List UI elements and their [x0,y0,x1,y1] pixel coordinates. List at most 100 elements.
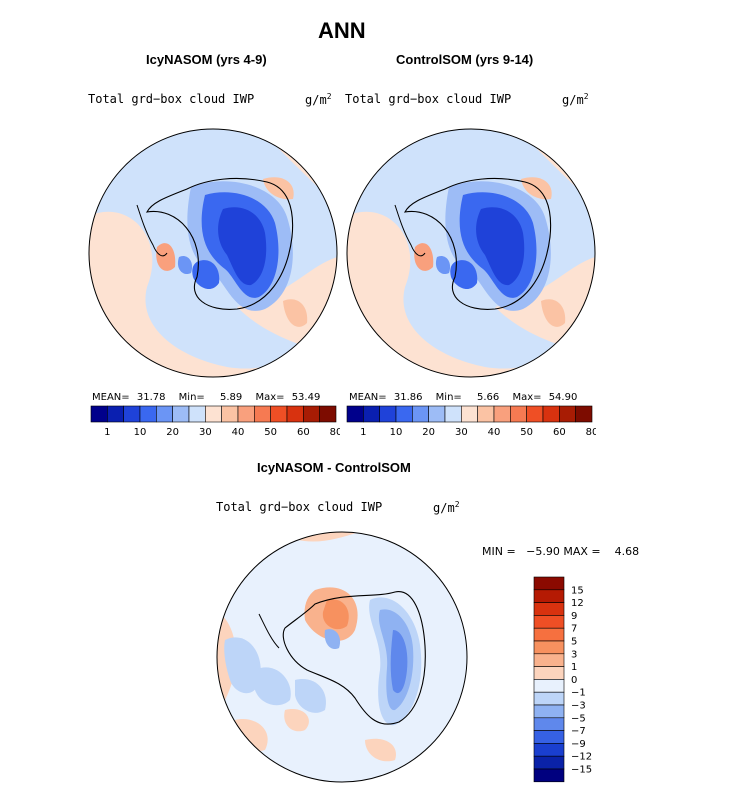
left-colorbar-tick-label: 30 [199,427,212,438]
right-colorbar-tick-label: 80 [586,427,596,438]
left-max-value: 53.49 [291,392,321,403]
left-colorbar-tick-label: 80 [330,427,340,438]
difference-colorbar-swatch [533,704,565,719]
left-colorbar-swatch [270,405,288,423]
difference-colorbar-tick-label: 0 [571,675,577,686]
left-colorbar-swatch [156,405,173,423]
left-field-label: Total grd−box cloud IWP [88,92,255,106]
left-colorbar-tick-label: 1 [104,427,110,438]
right-colorbar-tick-label: 1 [360,427,366,438]
difference-colorbar-tick-label: −7 [571,726,586,737]
left-colorbar-swatch [107,405,124,423]
right-colorbar-swatch [363,405,380,423]
right-polar-map [346,128,596,378]
right-field-label: Total grd−box cloud IWP [345,92,512,106]
left-colorbar-tick-label: 60 [297,427,310,438]
right-colorbar-tick-label: 60 [553,427,566,438]
right-colorbar-swatch [444,405,462,423]
figure-title: ANN [318,18,366,43]
difference-colorbar-tick-label: 12 [571,598,584,609]
difference-colorbar-tick-label: 9 [571,611,577,622]
left-mean-value: 31.78 [136,392,166,403]
difference-colorbar-swatch [533,755,565,770]
right-colorbar-swatch [559,405,576,423]
difference-colorbar-tick-label: 7 [571,624,577,635]
left-colorbar-tick-label: 20 [166,427,179,438]
difference-colorbar-swatch [533,691,565,706]
right-colorbar-swatch [379,405,397,423]
left-colorbar-tick-label: 10 [134,427,147,438]
left-panel-title: IcyNASOM (yrs 4-9) [146,52,267,67]
difference-colorbar-tick-label: −3 [571,701,586,712]
right-colorbar-swatch [428,405,446,423]
difference-colorbar-swatch [533,653,565,667]
left-colorbar-swatch [319,405,337,423]
difference-colorbar-tick-label: −15 [571,765,592,776]
right-colorbar: 1 10 20 30 40 50 60 80 [346,405,596,438]
difference-colorbar-tick-label: −9 [571,739,586,750]
right-colorbar-tick-label: 10 [390,427,403,438]
difference-field-label: Total grd−box cloud IWP [216,500,383,514]
right-colorbar-swatch [575,405,593,423]
difference-colorbar-swatch [533,576,565,591]
difference-minmax: MIN = −5.90 MAX = 4.68 [482,545,640,558]
difference-colorbar-swatch [533,602,565,616]
right-stats: MEAN= 31.86 Min= 5.66 Max= 54.90 [349,392,578,403]
right-colorbar-swatch [461,405,478,423]
difference-colorbar-swatch [533,627,565,642]
right-min-value: 5.66 [476,392,500,403]
difference-colorbar-tick-label: 15 [571,585,584,596]
right-colorbar-swatch [412,405,429,423]
left-colorbar-swatch [221,405,239,423]
left-colorbar-swatch [286,405,304,423]
left-stats: MEAN= 31.78 Min= 5.89 Max= 53.49 [92,392,321,403]
difference-colorbar: 15 12 9 7 53 1 0 −1 −3−5 −7 −9 −12 −15 [533,576,592,783]
left-polar-map [88,128,338,378]
left-min-value: 5.89 [219,392,243,403]
difference-colorbar-tick-label: 1 [571,662,577,673]
right-colorbar-swatch [510,405,527,423]
left-colorbar: 1 10 20 30 40 50 60 80 [90,405,340,438]
left-colorbar-tick-label: 50 [264,427,277,438]
difference-units: g/m2 [433,500,460,515]
left-colorbar-swatch [123,405,141,423]
difference-colorbar-swatch [533,743,565,757]
right-mean-value: 31.86 [393,392,423,403]
left-colorbar-swatch [90,405,108,423]
difference-colorbar-tick-label: 5 [571,637,577,648]
left-colorbar-swatch [205,405,222,423]
right-colorbar-tick-label: 20 [422,427,435,438]
difference-colorbar-swatch [533,640,565,655]
left-colorbar-tick-label: 40 [232,427,245,438]
right-max-value: 54.90 [548,392,578,403]
right-colorbar-tick-label: 30 [455,427,468,438]
right-panel-title: ControlSOM (yrs 9-14) [396,52,534,67]
difference-colorbar-swatch [533,717,565,731]
difference-colorbar-swatch [533,615,565,629]
difference-colorbar-tick-label: 3 [571,649,577,660]
left-colorbar-swatch [172,405,190,423]
right-colorbar-tick-label: 50 [520,427,533,438]
right-colorbar-swatch [526,405,544,423]
left-colorbar-swatch [254,405,271,423]
difference-colorbar-swatch [533,589,565,603]
right-colorbar-swatch [477,405,495,423]
left-colorbar-swatch [303,405,320,423]
right-colorbar-swatch [542,405,560,423]
left-colorbar-swatch [139,405,157,423]
difference-colorbar-swatch [533,768,565,783]
difference-title: IcyNASOM - ControlSOM [257,460,411,475]
difference-colorbar-tick-label: −1 [571,688,586,699]
right-units: g/m2 [562,92,589,107]
difference-polar-map [216,531,468,783]
right-colorbar-swatch [493,405,511,423]
difference-colorbar-swatch [533,679,565,693]
left-colorbar-swatch [237,405,255,423]
right-colorbar-swatch [346,405,364,423]
difference-colorbar-swatch [533,666,565,680]
difference-colorbar-tick-label: −5 [571,713,586,724]
right-colorbar-swatch [395,405,413,423]
left-colorbar-swatch [188,405,206,423]
difference-colorbar-swatch [533,730,565,744]
left-units: g/m2 [305,92,332,107]
